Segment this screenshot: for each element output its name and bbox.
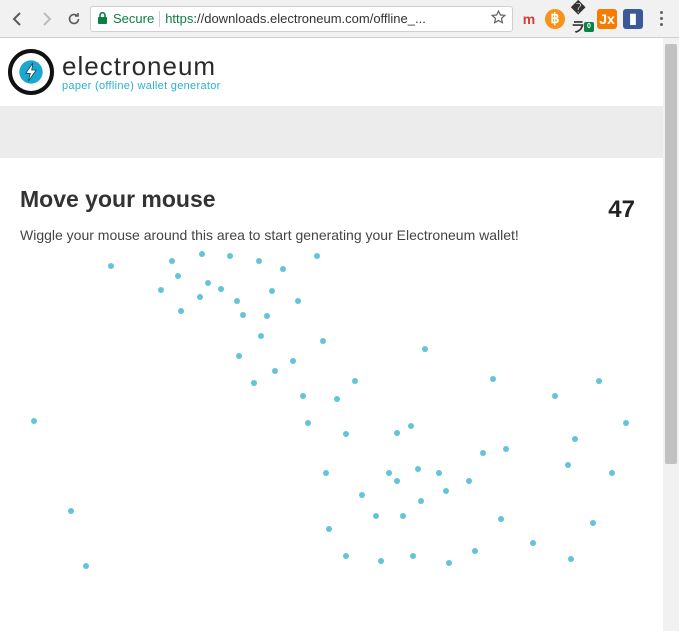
logo-mark — [8, 49, 54, 95]
entropy-dot — [572, 436, 578, 442]
entropy-dot — [264, 313, 270, 319]
entropy-dot — [436, 470, 442, 476]
entropy-dot — [410, 553, 416, 559]
entropy-counter: 47 — [608, 196, 635, 224]
entropy-dot — [498, 516, 504, 522]
scrollbar[interactable] — [663, 38, 679, 631]
entropy-dot — [323, 470, 329, 476]
reload-button[interactable] — [62, 7, 86, 31]
entropy-dot — [68, 508, 74, 514]
entropy-card[interactable]: Move your mouse Wiggle your mouse around… — [0, 158, 663, 631]
entropy-dot — [31, 418, 37, 424]
entropy-dot — [490, 376, 496, 382]
extensions-area: m ฿ �ラ0 Jx ▮ — [517, 9, 645, 29]
entropy-dot — [552, 393, 558, 399]
chrome-menu-button[interactable] — [649, 11, 673, 26]
entropy-dot — [623, 420, 629, 426]
card-heading: Move your mouse — [20, 186, 643, 213]
entropy-dot — [258, 333, 264, 339]
entropy-dot — [218, 286, 224, 292]
entropy-dot — [394, 430, 400, 436]
entropy-dot — [83, 563, 89, 569]
entropy-dot — [503, 446, 509, 452]
entropy-dot — [169, 258, 175, 264]
entropy-dot — [359, 492, 365, 498]
entropy-dot — [472, 548, 478, 554]
jx-ext-icon[interactable]: Jx — [597, 9, 617, 29]
bookmark-ext-icon[interactable]: ▮ — [623, 9, 643, 29]
entropy-dot — [343, 431, 349, 437]
secure-label: Secure — [113, 11, 154, 26]
entropy-dot — [256, 258, 262, 264]
brand-text: electroneum paper (offline) wallet gener… — [62, 53, 221, 92]
entropy-dot — [408, 423, 414, 429]
entropy-dot — [343, 553, 349, 559]
entropy-dot — [234, 298, 240, 304]
brand-subtitle: paper (offline) wallet generator — [62, 81, 221, 92]
entropy-dot — [352, 378, 358, 384]
url-text: https://downloads.electroneum.com/offlin… — [165, 11, 486, 26]
entropy-dot — [240, 312, 246, 318]
entropy-dot — [568, 556, 574, 562]
entropy-dot — [334, 396, 340, 402]
entropy-dot — [272, 368, 278, 374]
entropy-dot — [205, 280, 211, 286]
scrollbar-thumb[interactable] — [665, 44, 677, 464]
entropy-dot — [178, 308, 184, 314]
browser-toolbar: Secure https://downloads.electroneum.com… — [0, 0, 679, 38]
entropy-dot — [596, 378, 602, 384]
entropy-dot — [466, 478, 472, 484]
entropy-dot — [590, 520, 596, 526]
entropy-dot — [446, 560, 452, 566]
entropy-dot — [175, 273, 181, 279]
entropy-dot — [326, 526, 332, 532]
entropy-dot — [386, 470, 392, 476]
logo[interactable]: electroneum paper (offline) wallet gener… — [8, 49, 221, 95]
entropy-dot — [565, 462, 571, 468]
entropy-dot — [373, 513, 379, 519]
page-viewport: electroneum paper (offline) wallet gener… — [0, 38, 679, 631]
entropy-dot — [415, 466, 421, 472]
entropy-dot — [158, 287, 164, 293]
entropy-dot — [305, 420, 311, 426]
entropy-dot — [314, 253, 320, 259]
entropy-dot — [300, 393, 306, 399]
entropy-dot — [197, 294, 203, 300]
entropy-dot — [530, 540, 536, 546]
bolt-icon — [18, 59, 44, 85]
entropy-dot — [378, 558, 384, 564]
entropy-dot — [227, 253, 233, 259]
site-header: electroneum paper (offline) wallet gener… — [0, 38, 663, 106]
brand-name: electroneum — [62, 53, 221, 79]
lock-icon — [97, 12, 108, 25]
bookmark-star-icon[interactable] — [491, 10, 506, 28]
entropy-dot — [295, 298, 301, 304]
entropy-dot — [418, 498, 424, 504]
card-instruction: Wiggle your mouse around this area to st… — [20, 227, 643, 243]
back-button[interactable] — [6, 7, 30, 31]
entropy-dot — [290, 358, 296, 364]
entropy-dot — [108, 263, 114, 269]
header-gap — [0, 106, 663, 158]
m-ext-icon[interactable]: m — [519, 9, 539, 29]
tool-ext-icon[interactable]: �ラ0 — [571, 9, 591, 29]
entropy-dot — [394, 478, 400, 484]
bitcoin-ext-icon[interactable]: ฿ — [545, 9, 565, 29]
entropy-dot — [320, 338, 326, 344]
entropy-dot — [609, 470, 615, 476]
addr-divider — [159, 11, 160, 27]
entropy-dot — [251, 380, 257, 386]
ext-badge: 0 — [584, 22, 594, 32]
entropy-dot — [199, 251, 205, 257]
entropy-dot — [480, 450, 486, 456]
address-bar[interactable]: Secure https://downloads.electroneum.com… — [90, 6, 513, 32]
entropy-dot — [443, 488, 449, 494]
forward-button[interactable] — [34, 7, 58, 31]
entropy-dot — [236, 353, 242, 359]
entropy-dot — [269, 288, 275, 294]
entropy-dot — [280, 266, 286, 272]
entropy-dot — [422, 346, 428, 352]
entropy-dot — [400, 513, 406, 519]
